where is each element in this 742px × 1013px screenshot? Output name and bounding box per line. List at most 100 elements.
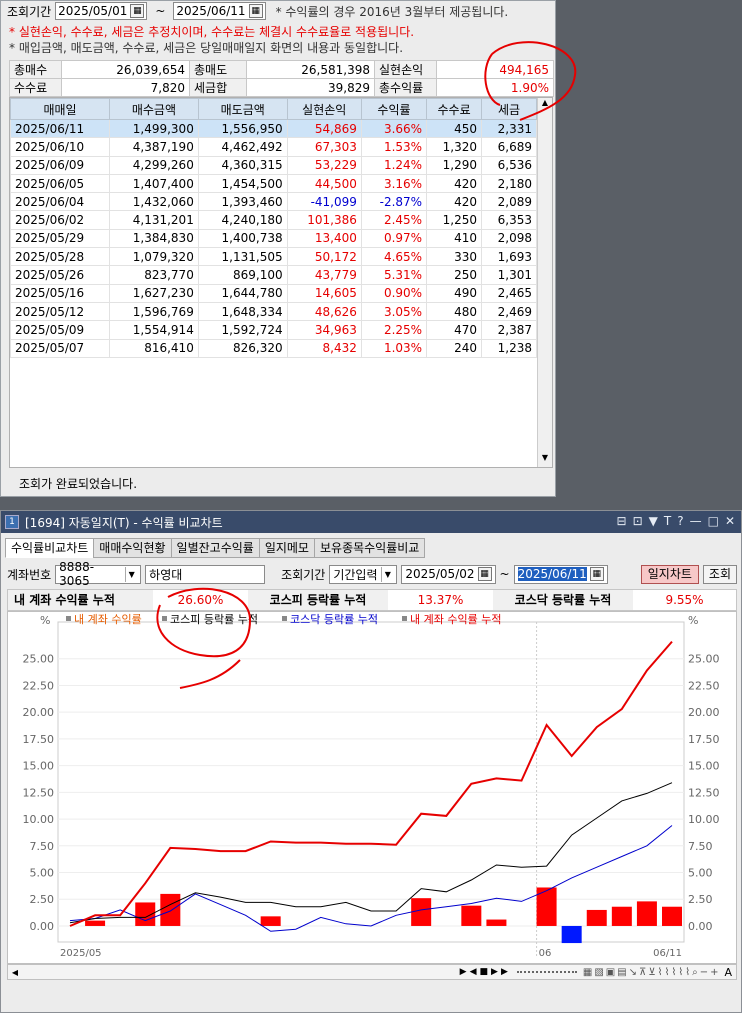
trade-table: 매매일 매수금액 매도금액 실현손익 수익률 수수료 세금 2025/06/11 1,499,… xyxy=(10,98,537,358)
table-row[interactable]: 2025/05/29 1,384,830 1,400,738 13,400 0.97% 4… xyxy=(10,228,537,249)
scroll-down-icon[interactable]: ▼ xyxy=(541,453,549,462)
table-row[interactable]: 2025/05/09 1,554,914 1,592,724 34,963 2.25% 4… xyxy=(10,320,537,340)
table-cell: 2025/05/26 xyxy=(10,265,111,285)
query-button[interactable]: 조회 xyxy=(702,564,737,584)
window-control-icon[interactable]: ⊟ xyxy=(616,514,627,528)
period-mode-select[interactable]: 기간입력 ▼ xyxy=(329,564,398,584)
journal-chart-button[interactable]: 일지차트 xyxy=(640,564,699,584)
date-to-input[interactable]: 2025/06/11 ▦ xyxy=(173,2,266,20)
chevron-down-icon[interactable]: ▼ xyxy=(125,566,137,582)
daily-return-bar xyxy=(486,919,507,926)
table-cell: 816,410 xyxy=(109,338,199,358)
table-cell: 1,079,320 xyxy=(109,247,199,267)
tab-3[interactable]: 일지메모 xyxy=(258,538,315,558)
return-chart-window: 1 [1694] 자동일지(T) - 수익률 비교차트 ⊟ ⊡ ▼ T? — □ ✕ 수익률… xyxy=(0,510,742,1013)
window-control-icon[interactable]: T xyxy=(663,514,672,528)
window-control-icon[interactable]: □ xyxy=(707,514,719,528)
kosdaq-value: 9.55% xyxy=(665,593,704,607)
table-row[interactable]: 2025/06/02 4,131,201 4,240,180 101,386 2.45%… xyxy=(10,210,537,230)
chart-date-from[interactable]: 2025/05/02 ▦ xyxy=(401,564,496,584)
tab-0[interactable]: 수익률비교차트 xyxy=(5,538,95,558)
table-cell: 3.66% xyxy=(360,118,428,139)
account-select[interactable]: 8888-3065 ▼ xyxy=(55,560,142,588)
table-row[interactable]: 2025/05/26 823,770 869,100 43,779 5.31% 250 1,… xyxy=(10,265,537,285)
title-bar[interactable]: 1 [1694] 자동일지(T) - 수익률 비교차트 ⊟ ⊡ ▼ T? — □ ✕ xyxy=(1,511,741,533)
chart-tool-icons[interactable]: ▦▧▣▤↘⊼⊻⌇⌇⌇⌇⌇⌕−+ xyxy=(582,966,721,978)
column-header[interactable]: 매매일 xyxy=(10,98,111,120)
table-row[interactable]: 2025/05/28 1,079,320 1,131,505 50,172 4.65% 3… xyxy=(10,247,537,267)
column-header[interactable]: 매수금액 xyxy=(109,98,199,120)
daily-return-bar xyxy=(260,916,281,926)
calendar-icon[interactable]: ▦ xyxy=(248,4,263,18)
table-row[interactable]: 2025/05/07 816,410 826,320 8,432 1.03% 240 1,2… xyxy=(10,338,537,358)
column-header[interactable]: 매도금액 xyxy=(197,98,288,120)
window-control-icon[interactable]: ▼ xyxy=(648,514,658,528)
scroll-up-icon[interactable]: ▲ xyxy=(541,98,549,107)
x-mid-label: 06 xyxy=(539,948,552,959)
table-cell: 4,387,190 xyxy=(109,137,199,157)
table-cell: 2025/05/16 xyxy=(10,283,111,303)
table-row[interactable]: 2025/06/11 1,499,300 1,556,950 54,869 3.66% 4… xyxy=(10,118,537,139)
table-row[interactable]: 2025/06/10 4,387,190 4,462,492 67,303 1.53% 1… xyxy=(10,137,537,157)
y-tick-left: 0.00 xyxy=(30,920,55,933)
tab-4[interactable]: 보유종목수익률비교 xyxy=(313,538,426,558)
table-row[interactable]: 2025/05/16 1,627,230 1,644,780 14,605 0.90% 4… xyxy=(10,283,537,303)
query-row: 조회기간 2025/05/01 ▦ ~ 2025/06/11 ▦ * 수익률의 … xyxy=(1,1,555,21)
daily-return-bar xyxy=(586,909,607,926)
daily-return-bar xyxy=(411,898,432,926)
column-header[interactable]: 세금 xyxy=(481,98,537,120)
table-cell: 2025/05/09 xyxy=(10,320,111,340)
total-buy-label: 총매수 xyxy=(9,60,62,79)
series-line xyxy=(69,640,673,927)
column-header[interactable]: 실현손익 xyxy=(286,98,362,120)
table-cell: 1,290 xyxy=(426,155,483,175)
column-header[interactable]: 수익률 xyxy=(360,98,428,120)
tab-1[interactable]: 매매수익현황 xyxy=(93,538,172,558)
table-row[interactable]: 2025/05/12 1,596,769 1,648,334 48,626 3.05% 4… xyxy=(10,301,537,322)
table-cell: 101,386 xyxy=(286,210,362,230)
return-comparison-chart[interactable]: 25.00 25.00 22.50 22.50 20.00 20.00 17.50 17.50… xyxy=(7,611,737,964)
table-cell: 2,465 xyxy=(481,283,537,303)
same-data-note: * 매입금액, 매도금액, 수수료, 세금은 당일매매일지 화면의 내용과 동일… xyxy=(9,41,404,55)
scroll-left-icon[interactable]: ◀ xyxy=(11,967,19,977)
play-controls[interactable]: ▶◀■▶▶ xyxy=(459,967,511,977)
table-cell: 1,499,300 xyxy=(109,118,199,139)
account-name-field[interactable]: 하영대 xyxy=(145,564,266,584)
font-a-icon[interactable]: A xyxy=(724,965,732,979)
table-cell: 2025/06/04 xyxy=(10,192,111,212)
table-cell: 1,384,830 xyxy=(109,228,199,249)
date-from-input[interactable]: 2025/05/01 ▦ xyxy=(55,2,148,20)
column-header[interactable]: 수수료 xyxy=(426,98,483,120)
horizontal-scrollbar[interactable]: ◀ ▶◀■▶▶ ▦▧▣▤↘⊼⊻⌇⌇⌇⌇⌇⌕−+ A xyxy=(7,964,737,980)
table-cell: 2,089 xyxy=(481,192,537,212)
calendar-icon[interactable]: ▦ xyxy=(130,4,145,18)
table-cell: 2,180 xyxy=(481,173,537,194)
window-control-icon[interactable]: ✕ xyxy=(724,514,735,528)
chart-date-to[interactable]: 2025/06/11 ▦ xyxy=(513,564,608,584)
window-control-icon[interactable]: ⊡ xyxy=(632,514,643,528)
table-cell: -41,099 xyxy=(286,192,362,212)
table-row[interactable]: 2025/06/04 1,432,060 1,393,460 -41,099 -2.87… xyxy=(10,192,537,212)
chevron-down-icon[interactable]: ▼ xyxy=(381,566,393,582)
window-control-icon[interactable]: ? xyxy=(677,514,684,528)
trade-grid[interactable]: 매매일 매수금액 매도금액 실현손익 수익률 수수료 세금 2025/06/11 1,499,… xyxy=(9,97,553,468)
return-note: * 수익률의 경우 2016년 3월부터 제공됩니다. xyxy=(275,4,509,19)
y-tick-left: 25.00 xyxy=(23,653,55,666)
table-cell: 4,360,315 xyxy=(197,155,288,175)
tab-2[interactable]: 일별잔고수익률 xyxy=(170,538,260,558)
table-row[interactable]: 2025/06/09 4,299,260 4,360,315 53,229 1.24% 1… xyxy=(10,155,537,175)
window-control-icon[interactable]: — xyxy=(689,514,702,528)
table-cell: 1,400,738 xyxy=(197,228,288,249)
tilde: ~ xyxy=(155,4,166,18)
daily-return-bar xyxy=(461,905,482,926)
y-tick-left: 15.00 xyxy=(23,760,55,773)
table-cell: 6,689 xyxy=(481,137,537,157)
calendar-icon[interactable]: ▦ xyxy=(477,567,492,581)
vertical-scrollbar[interactable]: ▲ ▼ xyxy=(537,98,552,467)
my-return-value: 26.60% xyxy=(177,593,224,607)
series-line xyxy=(69,782,673,924)
legend-marker xyxy=(66,616,71,621)
calendar-icon[interactable]: ▦ xyxy=(589,567,604,581)
daily-return-bar xyxy=(135,902,156,926)
table-row[interactable]: 2025/06/05 1,407,400 1,454,500 44,500 3.16% 4… xyxy=(10,173,537,194)
